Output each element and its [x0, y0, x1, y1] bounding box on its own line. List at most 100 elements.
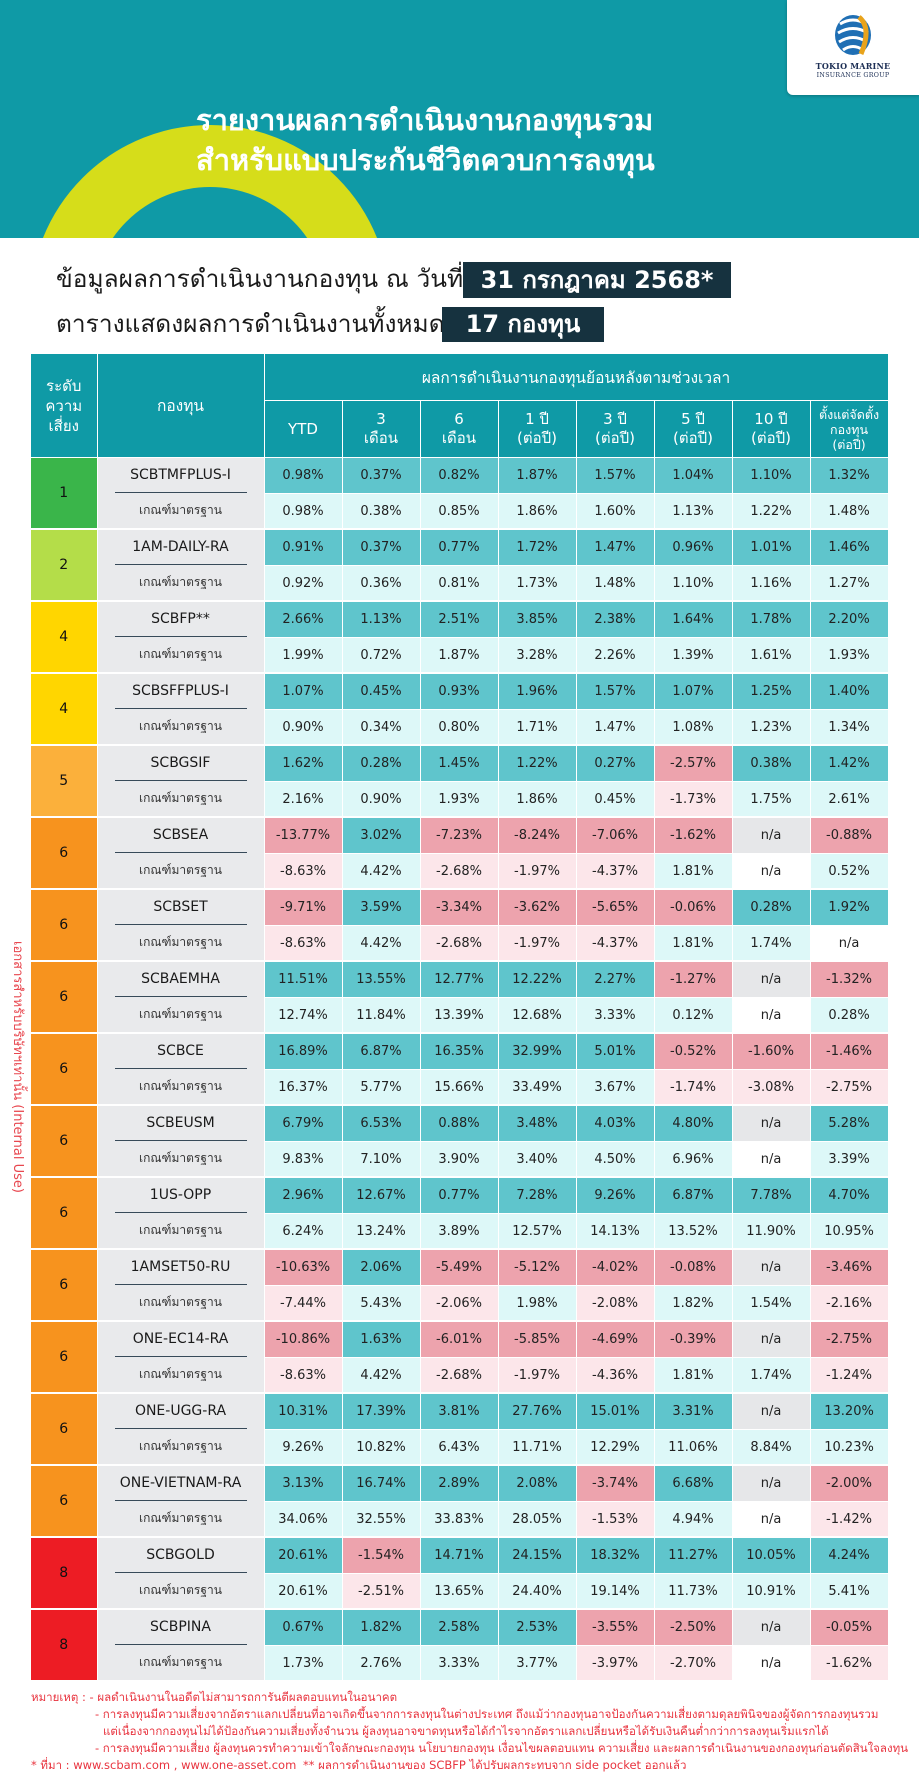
- tokio-marine-logo[interactable]: TOKIO MARINE INSURANCE GROUP: [787, 0, 919, 95]
- fund-count-label: ตารางแสดงผลการดำเนินงานทั้งหมด: [56, 309, 445, 338]
- benchmark-label: เกณฑ์มาตรฐาน: [97, 1141, 265, 1178]
- benchmark-return-5y: 1.81%: [654, 925, 733, 962]
- fund-return-5y: -2.50%: [654, 1609, 733, 1646]
- fund-row: 1 SCBTMFPLUS-I 0.98% 0.37% 0.82% 1.87% 1.57% 1.…: [31, 457, 889, 530]
- benchmark-return-1y: 3.40%: [498, 1141, 577, 1178]
- fund-row: 6 1US-OPP 2.96% 12.67% 0.77% 7.28% 9.26% 6.87% 7…: [31, 1177, 889, 1250]
- fund-return-3m: 17.39%: [342, 1393, 421, 1430]
- benchmark-row: เกณฑ์มาตรฐาน -8.63% 4.42% -2.68% -1.97% -4.36…: [31, 1357, 889, 1394]
- fund-return-6m: 1.45%: [420, 745, 499, 782]
- benchmark-return-ytd: 1.99%: [264, 637, 343, 674]
- benchmark-return-10y: 1.74%: [732, 1357, 811, 1394]
- fund-name-cell: SCBEUSM: [97, 1105, 265, 1142]
- benchmark-return-6m: 3.90%: [420, 1141, 499, 1178]
- benchmark-return-1y: 12.68%: [498, 997, 577, 1034]
- fund-return-3m: 12.67%: [342, 1177, 421, 1214]
- fund-return-ytd: 0.67%: [264, 1609, 343, 1646]
- fund-return-6m: 12.77%: [420, 961, 499, 998]
- benchmark-return-3m: -2.51%: [342, 1573, 421, 1610]
- benchmark-return-since-inception: -2.75%: [810, 1069, 889, 1106]
- benchmark-label: เกณฑ์มาตรฐาน: [97, 1645, 265, 1682]
- fund-return-1y: -3.62%: [498, 889, 577, 926]
- benchmark-label: เกณฑ์มาตรฐาน: [97, 853, 265, 890]
- benchmark-return-3m: 0.34%: [342, 709, 421, 746]
- fund-return-since-inception: -1.32%: [810, 961, 889, 998]
- fund-name-cell: 1US-OPP: [97, 1177, 265, 1214]
- fund-return-3m: 0.28%: [342, 745, 421, 782]
- benchmark-return-5y: 11.06%: [654, 1429, 733, 1466]
- fund-return-5y: -1.62%: [654, 817, 733, 854]
- fund-table-body: 1 SCBTMFPLUS-I 0.98% 0.37% 0.82% 1.87% 1.57% 1.…: [31, 457, 889, 1682]
- benchmark-return-5y: 11.73%: [654, 1573, 733, 1610]
- risk-level-cell: 1: [31, 457, 98, 530]
- benchmark-label: เกณฑ์มาตรฐาน: [97, 1285, 265, 1322]
- logo-subtitle: INSURANCE GROUP: [816, 72, 890, 79]
- risk-level-cell: 6: [31, 1105, 98, 1178]
- fund-return-3y: -4.02%: [576, 1249, 655, 1286]
- fund-return-3y: 2.38%: [576, 601, 655, 638]
- fund-return-ytd: -10.63%: [264, 1249, 343, 1286]
- fund-name: ONE-EC14-RA: [114, 1322, 247, 1358]
- benchmark-return-10y: n/a: [732, 1141, 811, 1178]
- report-header: รายงานผลการดำเนินงานกองทุนรวม สำหรับแบบป…: [0, 0, 919, 238]
- fund-return-3y: 1.57%: [576, 457, 655, 494]
- benchmark-return-5y: 1.13%: [654, 493, 733, 530]
- benchmark-return-3y: 3.33%: [576, 997, 655, 1034]
- benchmark-return-since-inception: 10.95%: [810, 1213, 889, 1250]
- fund-name: 1AMSET50-RU: [114, 1250, 247, 1286]
- benchmark-return-3y: 1.60%: [576, 493, 655, 530]
- benchmark-return-3m: 0.90%: [342, 781, 421, 818]
- benchmark-return-3m: 4.42%: [342, 925, 421, 962]
- fund-return-1y: 1.72%: [498, 529, 577, 566]
- fund-return-ytd: -10.86%: [264, 1321, 343, 1358]
- fund-return-3y: -4.69%: [576, 1321, 655, 1358]
- risk-level-cell: 6: [31, 1393, 98, 1466]
- as-of-date-label: ข้อมูลผลการดำเนินงานกองทุน ณ วันที่: [56, 264, 464, 293]
- risk-level-cell: 6: [31, 817, 98, 890]
- benchmark-return-1y: 33.49%: [498, 1069, 577, 1106]
- benchmark-return-6m: 1.93%: [420, 781, 499, 818]
- risk-level-cell: 6: [31, 961, 98, 1034]
- fund-return-10y: 1.78%: [732, 601, 811, 638]
- fund-return-ytd: 2.66%: [264, 601, 343, 638]
- fund-return-since-inception: 4.70%: [810, 1177, 889, 1214]
- benchmark-label: เกณฑ์มาตรฐาน: [97, 1357, 265, 1394]
- fund-return-1y: 32.99%: [498, 1033, 577, 1070]
- fund-name-cell: SCBAEMHA: [97, 961, 265, 998]
- fund-return-5y: 1.64%: [654, 601, 733, 638]
- benchmark-return-10y: 1.75%: [732, 781, 811, 818]
- benchmark-label: เกณฑ์มาตรฐาน: [97, 1573, 265, 1610]
- benchmark-row: เกณฑ์มาตรฐาน 12.74% 11.84% 13.39% 12.68% 3.33…: [31, 997, 889, 1034]
- benchmark-return-5y: -1.74%: [654, 1069, 733, 1106]
- benchmark-return-since-inception: -1.42%: [810, 1501, 889, 1538]
- fund-return-6m: -7.23%: [420, 817, 499, 854]
- benchmark-return-3m: 5.43%: [342, 1285, 421, 1322]
- fund-name: SCBSFFPLUS-I: [114, 674, 247, 710]
- fund-return-since-inception: -0.88%: [810, 817, 889, 854]
- fund-return-10y: 10.05%: [732, 1537, 811, 1574]
- risk-level-cell: 6: [31, 1249, 98, 1322]
- benchmark-return-5y: 1.39%: [654, 637, 733, 674]
- fund-return-since-inception: 1.32%: [810, 457, 889, 494]
- benchmark-return-10y: 8.84%: [732, 1429, 811, 1466]
- benchmark-return-3y: -3.97%: [576, 1645, 655, 1682]
- fund-name: ONE-UGG-RA: [114, 1394, 247, 1430]
- fund-return-10y: n/a: [732, 1393, 811, 1430]
- benchmark-return-6m: 3.89%: [420, 1213, 499, 1250]
- benchmark-return-10y: 1.22%: [732, 493, 811, 530]
- fund-count-badge: 17 กองทุน: [442, 307, 604, 342]
- fund-return-10y: n/a: [732, 1465, 811, 1502]
- col-header-6m: 6 เดือน: [420, 400, 499, 458]
- benchmark-return-3y: 12.29%: [576, 1429, 655, 1466]
- fund-return-since-inception: -0.05%: [810, 1609, 889, 1646]
- performance-table: ระดับ ความ เสี่ยง กองทุน ผลการดำเนินงานกอง…: [31, 354, 889, 1682]
- fund-return-10y: -1.60%: [732, 1033, 811, 1070]
- fund-return-3y: 18.32%: [576, 1537, 655, 1574]
- fund-return-6m: -3.34%: [420, 889, 499, 926]
- fund-return-10y: n/a: [732, 961, 811, 998]
- benchmark-return-ytd: -8.63%: [264, 925, 343, 962]
- fund-return-3y: 5.01%: [576, 1033, 655, 1070]
- benchmark-return-5y: 1.82%: [654, 1285, 733, 1322]
- fund-return-6m: 3.81%: [420, 1393, 499, 1430]
- risk-level-cell: 5: [31, 745, 98, 818]
